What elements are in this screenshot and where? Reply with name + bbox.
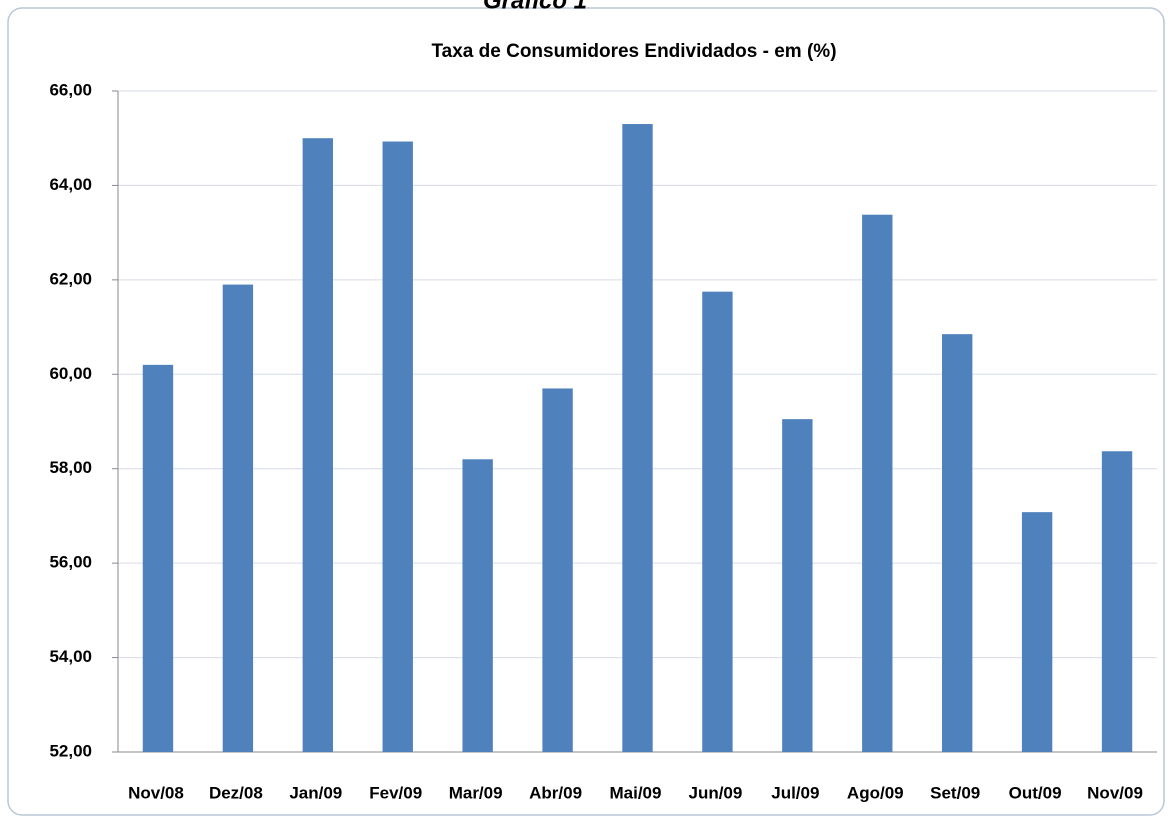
y-tick-label: 58,00 <box>49 458 92 477</box>
y-tick-label: 64,00 <box>49 175 92 194</box>
y-tick-label: 62,00 <box>49 269 92 288</box>
bar <box>1101 451 1133 752</box>
x-tick-label: Nov/09 <box>1087 783 1143 802</box>
bar <box>782 419 813 752</box>
bar <box>382 141 413 752</box>
x-tick-label: Nov/08 <box>128 783 184 802</box>
bar <box>862 214 893 753</box>
bar <box>142 364 174 752</box>
x-tick-label: Jul/09 <box>771 783 819 802</box>
bar <box>622 124 653 753</box>
x-tick-label: Mar/09 <box>449 783 503 802</box>
bar <box>542 388 573 752</box>
bar <box>1021 512 1053 752</box>
chart-title: Taxa de Consumidores Endividados - em (%… <box>431 41 836 62</box>
x-tick-label: Mai/09 <box>610 783 662 802</box>
chart-border <box>7 7 1165 816</box>
bar <box>302 138 333 752</box>
x-tick-label: Ago/09 <box>847 783 904 802</box>
x-tick-label: Jan/09 <box>289 783 342 802</box>
x-tick-label: Set/09 <box>930 783 980 802</box>
x-tick-label: Out/09 <box>1009 783 1062 802</box>
y-tick-label: 66,00 <box>49 80 92 99</box>
y-tick-label: 56,00 <box>49 553 92 572</box>
bar <box>702 291 733 752</box>
x-tick-label: Fev/09 <box>369 783 422 802</box>
x-tick-label: Abr/09 <box>529 783 582 802</box>
chart-caption: Gráfico 1 <box>483 0 587 14</box>
bar <box>462 459 493 752</box>
y-tick-label: 52,00 <box>49 741 92 760</box>
y-tick-label: 54,00 <box>49 647 92 666</box>
y-tick-label: 60,00 <box>49 364 92 383</box>
bar <box>222 284 254 752</box>
x-tick-label: Jun/09 <box>688 783 742 802</box>
x-tick-label: Dez/08 <box>209 783 263 802</box>
bar <box>942 334 973 752</box>
